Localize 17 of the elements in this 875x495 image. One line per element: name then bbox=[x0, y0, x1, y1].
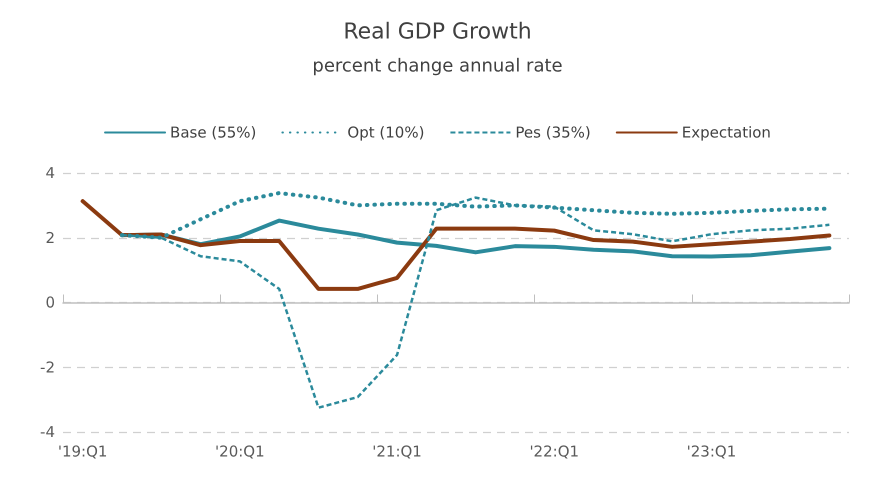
y-tick-label: -4 bbox=[40, 423, 55, 441]
y-tick-label: 0 bbox=[45, 294, 55, 312]
legend-label: Base (55%) bbox=[170, 124, 256, 142]
x-tick-label: '19:Q1 bbox=[58, 442, 108, 460]
x-tick-label: '22:Q1 bbox=[529, 442, 580, 460]
y-tick-label: -2 bbox=[40, 358, 55, 376]
x-tick-label: '20:Q1 bbox=[215, 442, 265, 460]
legend-label: Expectation bbox=[682, 124, 771, 142]
line-series bbox=[80, 199, 832, 291]
x-tick-label: '23:Q1 bbox=[686, 442, 736, 460]
y-tick-label: 4 bbox=[45, 164, 55, 182]
chart-subtitle: percent change annual rate bbox=[312, 56, 563, 76]
y-tick-label: 2 bbox=[45, 228, 55, 247]
legend-label: Pes (35%) bbox=[515, 124, 591, 142]
chart-title: Real GDP Growth bbox=[343, 20, 532, 44]
x-tick-label: '21:Q1 bbox=[372, 442, 422, 460]
legend-label: Opt (10%) bbox=[347, 124, 424, 142]
